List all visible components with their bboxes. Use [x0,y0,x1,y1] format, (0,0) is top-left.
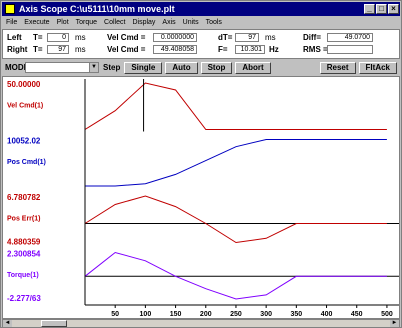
panel-top-value: 2.300854 [7,250,41,259]
x-tick-label: 400 [321,311,333,318]
series-trace-1 [84,82,387,130]
close-button[interactable]: × [388,4,399,14]
maximize-button[interactable]: □ [376,4,387,14]
menu-tools[interactable]: Tools [205,19,222,26]
rms-label: RMS = [303,45,328,54]
menu-plot[interactable]: Plot [56,19,69,26]
dt-label: dT= [218,33,233,42]
menu-bar: File Execute Plot Torque Collect Display… [2,17,400,28]
series-name-label: Vel Cmd(1) [7,102,43,109]
menu-collect[interactable]: Collect [104,19,126,26]
window-title: Axis Scope C:\u5111\10mm move.plt [19,4,175,14]
panel-top-value: 50.00000 [7,80,41,89]
series-name-label: Pos Cmd(1) [7,159,46,166]
series-name-label: Pos Err(1) [7,215,40,222]
fault-ack-button[interactable]: FltAck [358,61,397,74]
auto-button[interactable]: Auto [165,61,198,74]
panel-top-value: 10052.02 [7,137,41,146]
horizontal-scrollbar[interactable]: ◄ ► [2,319,400,328]
panel-top-value: 6.780782 [7,193,41,202]
right-cursor-label: Right [7,45,28,54]
scope-controls: MODE ▼ Step Single Auto Stop Abort Reset… [2,60,400,75]
x-tick-label: 350 [291,311,303,318]
freq-unit: Hz [269,45,279,54]
menu-display[interactable]: Display [132,19,156,26]
scroll-left-icon[interactable]: ◄ [3,320,12,327]
single-button[interactable]: Single [124,61,163,74]
menu-execute[interactable]: Execute [24,19,50,26]
x-tick-label: 200 [200,311,212,318]
scope-plot-area[interactable]: 50.00000 Vel Cmd(1) 10052.02 Pos Cmd(1) 6.78… [2,76,400,319]
series-trace-2 [85,139,387,187]
x-tick-label: 100 [140,311,152,318]
app-icon [5,4,15,14]
mode-label: MODE [5,63,29,72]
cursor-readout-panel: Left T= 0 ms Right T= 97 ms Vel Cmd = 0.… [2,29,400,59]
dt-unit: ms [265,33,276,42]
mode-select[interactable]: ▼ [25,62,99,73]
diff-label: Diff= [303,33,321,42]
diff-value: 49.0700 [327,33,373,42]
rms-value [327,45,373,54]
freq-label: F= [218,45,228,54]
scope-chart: 50.00000 Vel Cmd(1) 10052.02 Pos Cmd(1) 6.78… [7,79,399,318]
menu-units[interactable]: Units [182,19,199,26]
abort-button[interactable]: Abort [235,61,271,74]
x-tick-label: 150 [170,311,182,318]
menu-file[interactable]: File [6,19,18,26]
minimize-button[interactable]: _ [364,4,375,14]
freq-value: 10.301 [235,45,265,54]
vel-cmd-label-1: Vel Cmd = [107,33,146,42]
menu-axis[interactable]: Axis [162,19,176,26]
panel-bottom-value: 4.880359 [7,238,41,247]
title-bar: Axis Scope C:\u5111\10mm move.plt _ □ × [2,2,400,16]
x-tick-label: 450 [351,311,363,318]
scroll-thumb[interactable] [41,320,67,327]
left-cursor-label: Left [7,33,22,42]
series-trace-4 [84,251,387,300]
series-trace-3 [84,195,387,244]
x-tick-label: 50 [111,311,119,318]
reset-button[interactable]: Reset [319,61,356,74]
vel-cmd-value-1: 0.0000000 [153,33,197,42]
stop-button[interactable]: Stop [200,61,233,74]
step-label: Step [103,63,121,72]
dt-value: 97 [235,33,259,42]
right-t-value[interactable]: 97 [47,45,69,54]
x-tick-label: 300 [260,311,272,318]
menu-torque[interactable]: Torque [75,19,98,26]
right-unit: ms [75,45,86,54]
x-tick-label: 500 [381,311,393,318]
left-t-label: T= [33,33,43,42]
series-name-label: Torque(1) [7,272,39,279]
x-tick-label: 250 [230,311,242,318]
left-t-value[interactable]: 0 [47,33,69,42]
vel-cmd-value-2: 49.408058 [153,45,197,54]
chevron-down-icon[interactable]: ▼ [89,63,98,72]
vel-cmd-label-2: Vel Cmd = [107,45,146,54]
panel-bottom-value: -2.277/63 [7,294,41,303]
scroll-right-icon[interactable]: ► [390,320,399,327]
right-t-label: T= [33,45,43,54]
left-unit: ms [75,33,86,42]
